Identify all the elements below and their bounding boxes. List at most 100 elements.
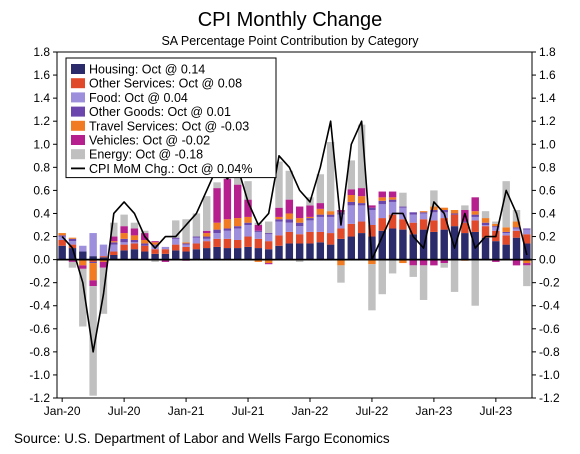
bar-series-0-Mar-21: [203, 248, 211, 260]
bar-series-6-Dec-22: [419, 265, 428, 300]
bar-series-3-Oct-20: [151, 244, 159, 246]
bar-series-1-May-21: [223, 238, 232, 249]
bar-series-2-Nov-22: [409, 214, 417, 223]
y-tick-label-right: 1.6: [539, 68, 556, 82]
y-tick-label-left: -0.6: [29, 322, 50, 336]
bar-series-2-Oct-23: [523, 229, 531, 235]
bar-series-2-Feb-21: [192, 237, 201, 244]
bar-series-3-Apr-23: [461, 221, 469, 223]
bar-series-4-Oct-20: [151, 242, 159, 245]
x-tick-label: Jan-23: [416, 404, 453, 418]
bar-series-1-Sep-21: [264, 241, 273, 250]
bar-series-1-Nov-22: [409, 222, 417, 235]
y-tick-label-left: 1.4: [33, 91, 50, 105]
bar-series-3-Apr-20: [89, 261, 97, 264]
bar-series-4-Feb-22: [316, 208, 325, 215]
bar-series-4-Jan-23: [430, 206, 438, 211]
x-tick-label: Jan-20: [44, 404, 81, 418]
bar-series-3-Jun-21: [233, 226, 242, 229]
x-tick-label: Jan-22: [292, 404, 329, 418]
bar-series-5-Apr-20: [89, 280, 97, 287]
bar-series-5-May-22: [347, 189, 356, 196]
y-tick-label-right: 1.2: [539, 114, 556, 128]
bar-series-3-Aug-21: [254, 230, 263, 232]
bar-series-4-Feb-20: [68, 237, 77, 239]
bar-series-2-Mar-21: [203, 238, 211, 242]
bar-series-2-May-20: [99, 244, 108, 257]
bar-series-1-Jan-22: [306, 231, 314, 244]
bar-series-2-Feb-22: [316, 216, 325, 232]
bar-series-4-Sep-23: [512, 221, 521, 228]
bar-series-1-Nov-20: [161, 249, 170, 254]
legend-swatch-2: [71, 92, 85, 103]
bar-series-3-Jan-20: [58, 235, 66, 237]
bar-series-5-Apr-22: [337, 210, 345, 213]
bar-series-0-Jun-20: [110, 254, 118, 260]
bar-series-0-Dec-20: [172, 250, 180, 260]
bar-series-2-May-21: [223, 230, 232, 239]
bar-series-2-Mar-22: [326, 216, 335, 234]
bar-series-0-Mar-20: [79, 251, 87, 260]
bar-series-2-Jun-22: [357, 205, 366, 222]
bar-series-5-Dec-21: [295, 206, 304, 219]
bar-series-0-Nov-20: [161, 253, 170, 260]
bar-series-6-Nov-21: [285, 170, 294, 200]
bar-series-0-Mar-22: [326, 244, 335, 260]
bar-series-5-Jun-20: [110, 236, 118, 242]
bar-series-6-Jan-23: [430, 190, 438, 207]
bar-series-4-Dec-21: [295, 218, 304, 223]
bar-series-4-Sep-22: [388, 197, 397, 200]
bar-series-2-Sep-21: [264, 234, 273, 242]
bar-series-1-May-22: [347, 223, 356, 237]
bar-series-2-Jun-21: [233, 228, 242, 240]
bar-series-3-Jul-20: [120, 238, 128, 243]
bar-series-4-Aug-22: [378, 197, 386, 201]
y-tick-label-right: 1.4: [539, 91, 556, 105]
bar-series-4-Jun-22: [357, 196, 366, 204]
bar-series-0-Aug-23: [502, 244, 510, 260]
bar-series-6-Nov-22: [409, 265, 417, 277]
bar-series-2-Aug-22: [378, 204, 386, 219]
legend-label-2: Food: Oct @ 0.04: [89, 91, 188, 105]
y-tick-label-right: -0.6: [539, 322, 560, 336]
y-tick-label-left: -1.0: [29, 368, 50, 382]
bar-series-6-Dec-21: [295, 259, 304, 262]
bar-series-1-Mar-23: [450, 214, 459, 227]
bar-series-3-Sep-23: [512, 227, 521, 229]
y-tick-label-left: 0.8: [33, 160, 50, 174]
legend-swatch-5: [71, 135, 85, 145]
bar-series-1-Aug-22: [378, 218, 386, 231]
y-tick-label-right: -0.2: [539, 276, 560, 290]
bar-series-1-May-20: [99, 256, 108, 258]
bar-series-6-Mar-22: [326, 141, 335, 212]
legend-swatch-0: [71, 64, 85, 74]
bar-series-5-Aug-20: [130, 228, 139, 236]
bar-series-6-Apr-23: [461, 205, 469, 210]
bar-series-1-Oct-22: [399, 219, 407, 230]
bar-series-4-Oct-23: [523, 259, 531, 264]
bar-series-0-Mar-23: [450, 226, 459, 260]
bar-series-5-Jan-22: [306, 205, 314, 217]
bar-series-5-Feb-20: [68, 259, 77, 262]
bar-series-0-Apr-23: [461, 233, 469, 260]
bar-series-4-Mar-23: [450, 210, 459, 214]
bar-series-5-Apr-21: [213, 188, 221, 223]
y-tick-label-right: 0.4: [539, 206, 556, 220]
y-tick-label-right: -0.8: [539, 345, 560, 359]
y-tick-label-right: 1.0: [539, 137, 556, 151]
bar-series-2-Aug-23: [502, 233, 510, 236]
bar-series-3-Mar-23: [450, 213, 459, 215]
bar-series-5-Oct-23: [523, 263, 531, 266]
bar-series-0-Apr-21: [213, 246, 221, 260]
bar-series-1-Apr-20: [89, 259, 97, 262]
bar-series-6-Feb-23: [440, 263, 448, 268]
bar-series-4-Jul-21: [244, 216, 252, 223]
bar-series-6-Aug-22: [378, 259, 386, 295]
x-tick-label: Jul-22: [356, 404, 389, 418]
bar-series-4-Apr-20: [89, 263, 97, 281]
bar-series-0-Sep-22: [388, 228, 397, 260]
bar-series-1-Oct-21: [275, 235, 283, 246]
bar-series-5-Jan-23: [430, 259, 438, 266]
bar-series-4-Jan-22: [306, 216, 314, 219]
bar-series-4-Jun-20: [110, 241, 118, 243]
